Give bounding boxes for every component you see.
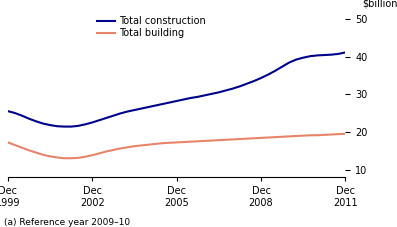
Total construction <box>6 110 10 113</box>
Total construction <box>55 125 60 128</box>
Line: Total building: Total building <box>8 125 397 158</box>
Total construction <box>13 112 17 114</box>
Total building <box>6 141 10 144</box>
Text: (a) Reference year 2009–10: (a) Reference year 2009–10 <box>4 218 130 227</box>
Total building <box>13 144 17 146</box>
Text: $billion: $billion <box>363 0 397 9</box>
Total construction <box>62 125 67 128</box>
Legend: Total construction, Total building: Total construction, Total building <box>97 16 205 38</box>
Line: Total construction: Total construction <box>8 10 397 127</box>
Total building <box>55 156 60 159</box>
Total building <box>62 157 67 160</box>
